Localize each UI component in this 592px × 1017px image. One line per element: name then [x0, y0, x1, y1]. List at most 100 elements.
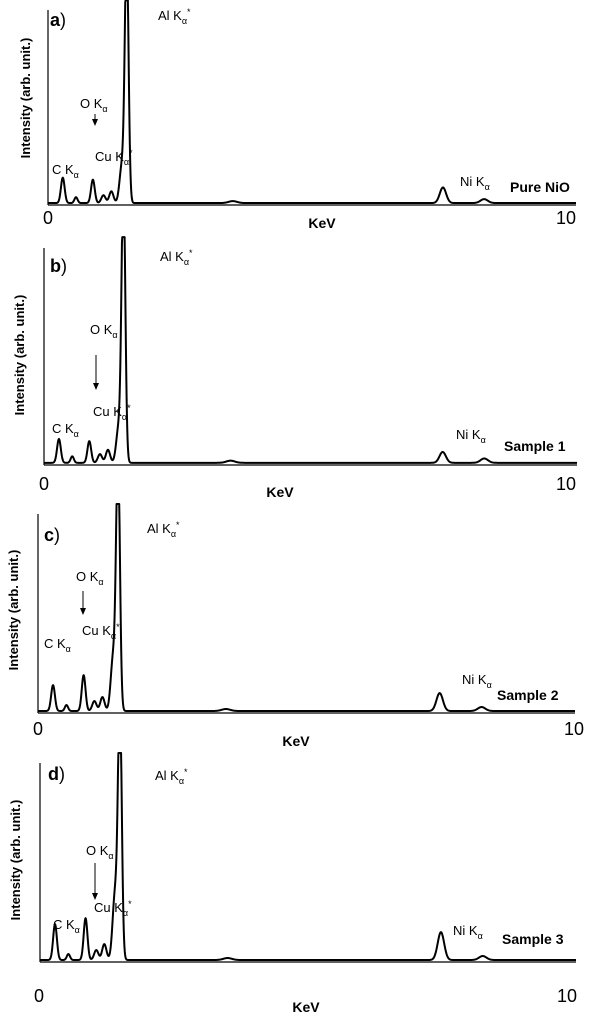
- panel-paren: ): [60, 10, 66, 30]
- panel-letter: d: [48, 764, 59, 784]
- x-tick-label-0: 0: [33, 719, 43, 739]
- spectrum-line: [43, 236, 578, 464]
- panel-label: d): [48, 764, 65, 784]
- x-axis-label: KeV: [308, 215, 336, 231]
- peak-label-al-text: Al K: [160, 249, 184, 264]
- panel-letter: b: [50, 256, 61, 276]
- peak-label-al-subscript: α: [171, 529, 176, 539]
- peak-label-o-subscript: α: [108, 851, 113, 861]
- peak-label-al-text: Al K: [155, 768, 179, 783]
- peak-label-c: C Kα: [53, 917, 80, 935]
- y-axis-label: Intensity (arb. unit.): [18, 38, 33, 159]
- peak-label-al: Al Kα*: [158, 7, 191, 26]
- peak-label-al-text: Al K: [147, 521, 171, 536]
- x-tick-label-10: 10: [557, 986, 577, 1006]
- x-tick-label-0: 0: [39, 474, 49, 494]
- panel-letter: a: [50, 10, 61, 30]
- peak-label-ni-subscript: α: [478, 931, 483, 941]
- spectrum-panel-c: c) Intensity (arb. unit.) 0 10 KeV Sample 2 Al…: [6, 503, 584, 749]
- x-tick-label-10: 10: [564, 719, 584, 739]
- peak-label-c-subscript: α: [75, 925, 80, 935]
- peak-label-c-text: C K: [52, 162, 74, 177]
- peak-label-al-subscript: α: [179, 776, 184, 786]
- spectrum-line: [37, 503, 576, 713]
- peak-label-ni-text: Ni K: [456, 427, 481, 442]
- peak-label-ni: Ni Kα: [453, 923, 483, 941]
- peak-label-al-subscript: α: [182, 16, 187, 26]
- y-axis-label: Intensity (arb. unit.): [8, 800, 23, 921]
- x-tick-label-0: 0: [43, 208, 53, 228]
- x-axis-label: KeV: [292, 999, 320, 1015]
- peak-label-c: C Kα: [44, 636, 71, 654]
- peak-label-al-superscript: *: [184, 767, 188, 777]
- peak-label-ni: Ni Kα: [460, 174, 490, 192]
- spectrum-panel-a: a) Intensity (arb. unit.) 0 10 KeV Pure NiO Al…: [18, 0, 577, 231]
- peak-label-cu-text: Cu K: [94, 900, 123, 915]
- peak-label-o-subscript: α: [102, 104, 107, 114]
- peak-label-c: C Kα: [52, 162, 79, 180]
- peak-label-cu-subscript: α: [122, 412, 127, 422]
- x-tick-label-10: 10: [556, 474, 576, 494]
- peak-label-c-text: C K: [52, 421, 74, 436]
- spectrum-panel-d: d) Intensity (arb. unit.) 0 10 KeV Sample 3 Al…: [8, 752, 577, 1015]
- peak-label-cu: Cu Kα*: [93, 403, 131, 422]
- peak-label-cu-superscript: *: [128, 899, 132, 909]
- peak-label-o: O Kα: [90, 322, 118, 340]
- peak-label-cu: Cu Kα*: [94, 899, 132, 918]
- sample-label: Sample 2: [497, 687, 559, 703]
- peak-label-o-text: O K: [76, 569, 99, 584]
- y-axis-label: Intensity (arb. unit.): [12, 295, 27, 416]
- x-axis-label: KeV: [266, 484, 294, 500]
- peak-label-al-superscript: *: [187, 7, 191, 17]
- o-peak-arrowhead: [93, 383, 99, 390]
- spectrum-line: [39, 752, 577, 962]
- peak-label-cu: Cu Kα*: [95, 148, 133, 167]
- peak-label-ni-subscript: α: [481, 435, 486, 445]
- x-axis-label: KeV: [282, 733, 310, 749]
- panel-paren: ): [61, 256, 67, 276]
- peak-label-al: Al Kα*: [155, 767, 188, 786]
- peak-label-ni: Ni Kα: [456, 427, 486, 445]
- peak-label-ni-text: Ni K: [462, 672, 487, 687]
- peak-label-o: O Kα: [86, 843, 114, 861]
- peak-label-c: C Kα: [52, 421, 79, 439]
- peak-label-cu-text: Cu K: [82, 623, 111, 638]
- sample-label: Sample 1: [504, 438, 566, 454]
- peak-label-ni-text: Ni K: [453, 923, 478, 938]
- peak-label-ni-subscript: α: [487, 680, 492, 690]
- peak-label-o-text: O K: [86, 843, 109, 858]
- panel-label: a): [50, 10, 66, 30]
- x-tick-label-10: 10: [556, 208, 576, 228]
- peak-label-al-superscript: *: [189, 248, 193, 258]
- peak-label-cu-text: Cu K: [93, 404, 122, 419]
- peak-label-c-subscript: α: [74, 170, 79, 180]
- peak-label-cu-subscript: α: [123, 908, 128, 918]
- peak-label-cu-superscript: *: [116, 622, 120, 632]
- peak-label-o-text: O K: [80, 96, 103, 111]
- peak-label-o-text: O K: [90, 322, 113, 337]
- peak-label-o-subscript: α: [98, 577, 103, 587]
- y-axis-label: Intensity (arb. unit.): [6, 550, 21, 671]
- peak-label-cu-subscript: α: [124, 157, 129, 167]
- peak-label-c-subscript: α: [74, 429, 79, 439]
- panel-paren: ): [54, 525, 60, 545]
- peak-label-cu-superscript: *: [129, 148, 133, 158]
- peak-label-al-text: Al K: [158, 8, 182, 23]
- peak-label-ni-text: Ni K: [460, 174, 485, 189]
- peak-label-c-subscript: α: [66, 644, 71, 654]
- peak-label-cu: Cu Kα*: [82, 622, 120, 641]
- o-peak-arrowhead: [92, 893, 98, 900]
- o-peak-arrowhead: [92, 119, 98, 126]
- peak-label-c-text: C K: [53, 917, 75, 932]
- peak-label-o: O Kα: [80, 96, 108, 114]
- peak-label-ni-subscript: α: [485, 182, 490, 192]
- peak-label-ni: Ni Kα: [462, 672, 492, 690]
- peak-label-c-text: C K: [44, 636, 66, 651]
- panel-paren: ): [59, 764, 65, 784]
- sample-label: Sample 3: [502, 931, 564, 947]
- peak-label-al-subscript: α: [184, 257, 189, 267]
- sample-label: Pure NiO: [510, 179, 570, 195]
- panel-letter: c: [44, 525, 54, 545]
- spectrum-line: [47, 0, 577, 205]
